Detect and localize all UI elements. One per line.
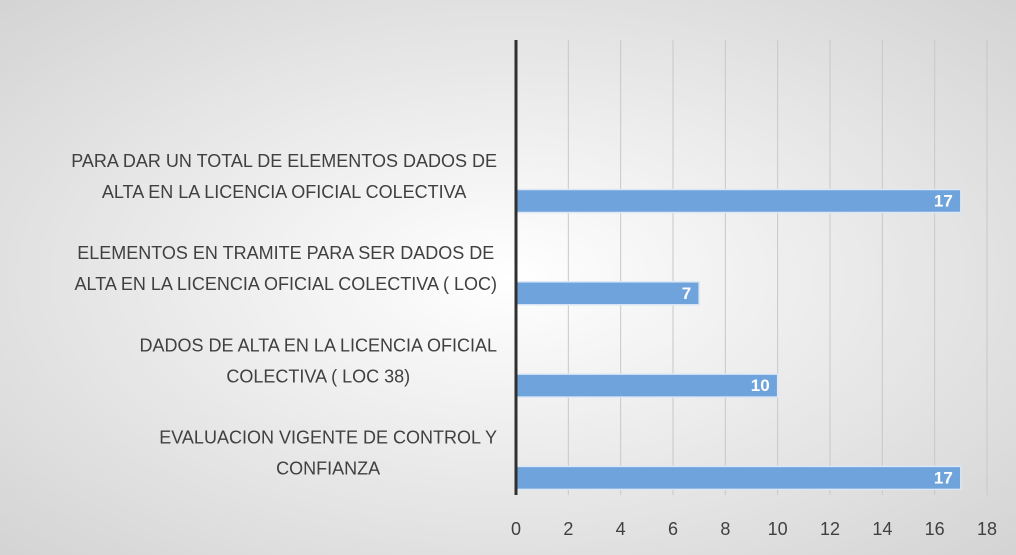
y-tick-label: PARA DAR UN TOTAL DE ELEMENTOS DADOS DE (71, 151, 497, 171)
x-tick-label: 6 (668, 519, 678, 539)
bar (515, 281, 700, 306)
data-label: 7 (682, 284, 691, 303)
y-tick-label: ALTA EN LA LICENCIA OFICIAL COLECTIVA (102, 182, 466, 202)
bar (515, 465, 962, 491)
y-tick-label: ELEMENTOS EN TRAMITE PARA SER DADOS DE (77, 243, 494, 263)
data-label: 10 (751, 376, 770, 395)
x-tick-label: 16 (925, 519, 945, 539)
x-tick-label: 0 (511, 519, 521, 539)
data-label: 17 (934, 468, 953, 487)
data-label: 17 (934, 191, 953, 210)
y-tick-label: DADOS DE ALTA EN LA LICENCIA OFICIAL (140, 335, 497, 355)
x-tick-label: 18 (977, 519, 997, 539)
y-tick-label: EVALUACION VIGENTE DE CONTROL Y (159, 428, 497, 448)
x-tick-label: 8 (720, 519, 730, 539)
y-tick-label: ALTA EN LA LICENCIA OFICIAL COLECTIVA ( … (75, 274, 497, 294)
y-tick-label: COLECTIVA ( LOC 38) (226, 366, 410, 386)
y-tick-label: CONFIANZA (276, 459, 380, 479)
x-tick-label: 2 (563, 519, 573, 539)
x-tick-label: 10 (768, 519, 788, 539)
x-tick-label: 14 (872, 519, 892, 539)
x-tick-label: 4 (616, 519, 626, 539)
bar (515, 373, 779, 398)
bar (515, 188, 962, 214)
x-tick-label: 12 (820, 519, 840, 539)
